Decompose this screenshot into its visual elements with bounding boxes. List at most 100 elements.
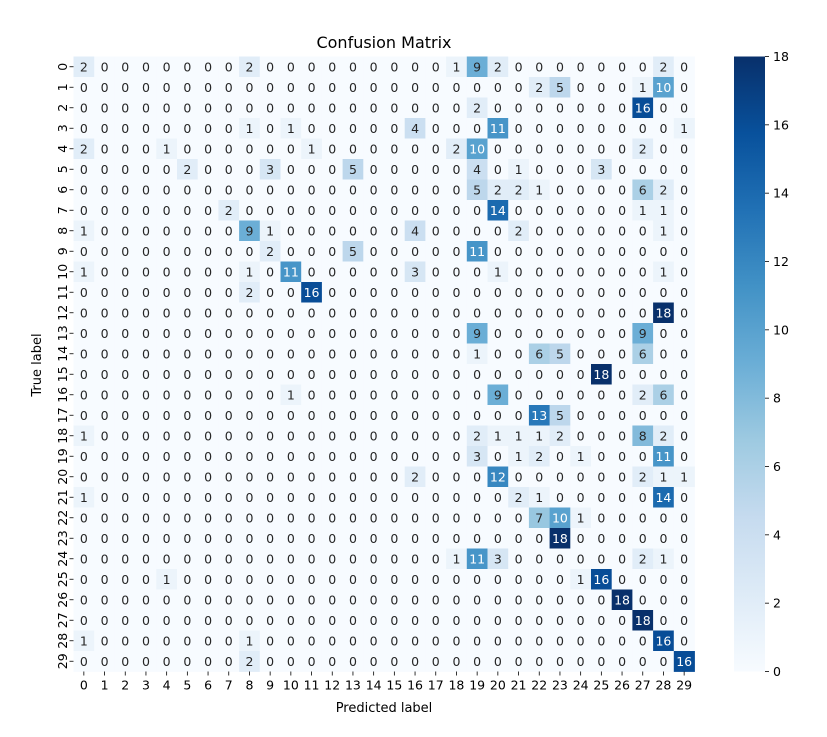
cell-value-label: 0: [577, 305, 585, 320]
cell-value-label: 0: [639, 592, 647, 607]
heatmap-cell: [549, 630, 571, 652]
cell-value-label: 0: [287, 572, 295, 587]
heatmap-cell: [94, 118, 116, 139]
heatmap-cell: [156, 179, 178, 201]
heatmap-cell: [94, 487, 116, 508]
heatmap-cell: [549, 118, 571, 139]
heatmap-cell: [342, 97, 364, 119]
cell-value-label: 0: [121, 387, 129, 402]
cell-value-label: 0: [432, 203, 440, 218]
heatmap-cell: [301, 364, 323, 385]
cell-value-label: 0: [494, 531, 502, 546]
cell-value-label: 0: [535, 203, 543, 218]
cell-value-label: 0: [163, 182, 171, 197]
cell-value-label: 0: [618, 244, 626, 259]
cell-value-label: 0: [535, 572, 543, 587]
cell-value-label: 0: [390, 408, 398, 423]
heatmap-cell: [591, 56, 613, 78]
cell-value-label: 3: [597, 162, 605, 177]
cell-value-label: 0: [308, 469, 316, 484]
x-tick-label: 28: [655, 678, 671, 693]
cell-value-label: 0: [597, 182, 605, 197]
cell-value-label: 0: [390, 100, 398, 115]
x-tick-label: 21: [511, 678, 527, 693]
heatmap-cell: [321, 589, 343, 611]
cell-value-label: 0: [556, 264, 564, 279]
cell-value-label: 1: [473, 346, 481, 361]
heatmap-cell: [321, 56, 343, 78]
heatmap-cell: [653, 241, 675, 262]
heatmap-cell: [197, 77, 219, 98]
cell-value-label: 0: [370, 285, 378, 300]
cell-value-label: 0: [577, 100, 585, 115]
cell-value-label: 2: [639, 469, 647, 484]
cell-value-label: 0: [452, 121, 460, 136]
cell-value-label: 0: [142, 592, 150, 607]
cell-value-label: 0: [452, 469, 460, 484]
cell-value-label: 0: [142, 654, 150, 669]
heatmap-cell: [259, 261, 281, 283]
heatmap-cell: [342, 200, 364, 221]
heatmap-cell: [404, 446, 426, 467]
cell-value-label: 0: [556, 449, 564, 464]
cell-value-label: 0: [287, 162, 295, 177]
heatmap-cell: [570, 405, 592, 426]
heatmap-cell: [321, 507, 343, 529]
heatmap-cell: [653, 77, 675, 98]
cell-value-label: 0: [659, 572, 667, 587]
heatmap-cell: [673, 528, 695, 549]
cell-value-label: 0: [204, 367, 212, 382]
heatmap-cell: [259, 241, 281, 262]
cell-value-label: 0: [411, 387, 419, 402]
heatmap-cell: [384, 241, 406, 262]
heatmap-cell: [384, 466, 406, 488]
heatmap-cell: [280, 651, 302, 672]
cell-value-label: 0: [266, 408, 274, 423]
cell-value-label: 0: [308, 326, 316, 341]
heatmap-cell: [301, 507, 323, 529]
cell-value-label: 0: [535, 121, 543, 136]
heatmap-cell: [508, 261, 530, 283]
cell-value-label: 0: [556, 100, 564, 115]
cell-value-label: 9: [494, 387, 502, 402]
heatmap-cell: [404, 630, 426, 652]
cell-value-label: 0: [183, 572, 191, 587]
heatmap-cell: [673, 425, 695, 447]
cell-value-label: 0: [411, 305, 419, 320]
cell-value-label: 10: [655, 80, 671, 95]
cell-value-label: 0: [473, 510, 481, 525]
cell-value-label: 0: [328, 223, 336, 238]
cell-value-label: 0: [680, 162, 688, 177]
cell-value-label: 0: [577, 346, 585, 361]
heatmap-cell: [528, 651, 550, 672]
heatmap-cell: [570, 610, 592, 631]
cell-value-label: 0: [142, 510, 150, 525]
cell-value-label: 0: [411, 449, 419, 464]
cell-value-label: 6: [535, 346, 543, 361]
heatmap-cell: [591, 179, 613, 201]
cell-value-label: 0: [101, 121, 109, 136]
heatmap-cell: [94, 77, 116, 98]
heatmap-cell: [156, 220, 178, 242]
cell-value-label: 0: [101, 490, 109, 505]
cell-value-label: 0: [287, 408, 295, 423]
heatmap-cell: [528, 630, 550, 652]
cell-value-label: 0: [452, 531, 460, 546]
heatmap-cell: [114, 56, 136, 78]
cell-value-label: 0: [308, 121, 316, 136]
heatmap-cell: [218, 569, 240, 590]
heatmap-cell: [239, 548, 261, 570]
cell-value-label: 0: [266, 305, 274, 320]
heatmap-cell: [197, 630, 219, 652]
cell-value-label: 0: [639, 59, 647, 74]
heatmap-cell: [197, 200, 219, 221]
heatmap-cell: [114, 589, 136, 611]
heatmap-cell: [280, 487, 302, 508]
heatmap-cell: [487, 466, 509, 488]
heatmap-cell: [611, 610, 633, 631]
cell-value-label: 0: [639, 531, 647, 546]
heatmap-cell: [528, 548, 550, 570]
heatmap-cell: [425, 507, 447, 529]
heatmap-cell: [466, 77, 488, 98]
heatmap-cell: [632, 302, 654, 324]
